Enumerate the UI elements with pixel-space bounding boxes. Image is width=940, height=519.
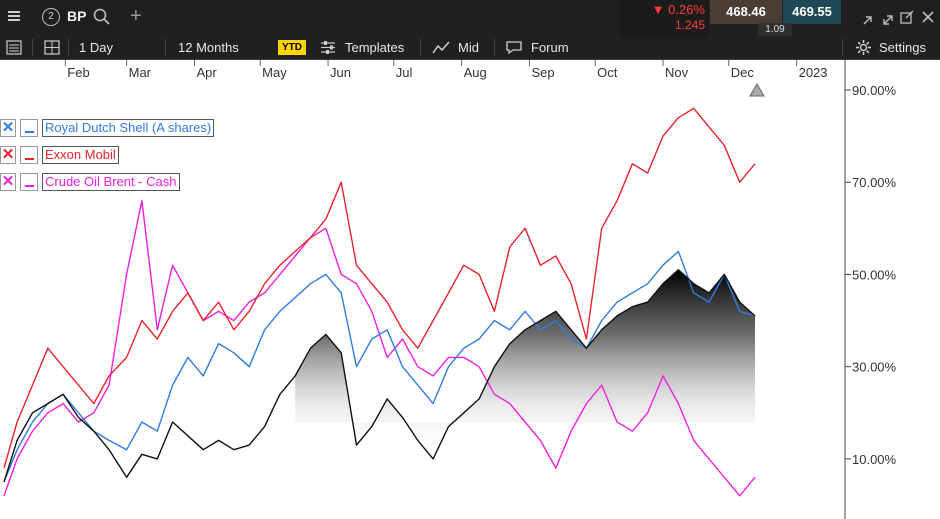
plus-icon[interactable]: + [130,5,142,27]
shell-series-line[interactable] [3,250,756,483]
templates-icon[interactable] [320,40,336,55]
x-tick-label: Nov [665,65,689,80]
window-controls [863,10,934,25]
workspace-number[interactable]: 2 [42,8,60,26]
menu-icon[interactable] [8,9,20,27]
line-chart-icon[interactable] [432,40,450,55]
symbol-label[interactable]: BP [67,8,87,24]
range-dropdown[interactable]: 12 Months [178,40,239,55]
x-tick-label: May [262,65,287,80]
close-icon[interactable] [922,11,934,23]
series-style-icon[interactable] [20,146,38,164]
y-tick-label: 70.00% [852,175,897,190]
interval-dropdown[interactable]: 1 Day [79,40,113,55]
legend-label[interactable]: Exxon Mobil [42,146,119,164]
x-tick-label: Oct [597,65,618,80]
x-tick-label: Sep [531,65,554,80]
y-tick-label: 30.00% [852,360,897,375]
ytd-button[interactable]: YTD [278,40,306,55]
top-bar: 2 BP + ▼ 0.26% 1.245 468.46 469.55 1.09 [0,0,940,37]
gear-icon[interactable] [855,39,872,56]
templates-button[interactable]: Templates [345,40,405,55]
bp-area-fill [295,269,755,459]
settings-button[interactable]: Settings [879,40,926,55]
search-icon[interactable] [92,7,112,27]
bid-price-button[interactable]: 468.46 [710,0,782,24]
list-icon[interactable] [6,40,22,55]
remove-series-icon[interactable]: ✕ [0,173,16,191]
exxon-series-line[interactable] [3,107,756,469]
x-tick-label: 2023 [799,65,828,80]
expand-icon[interactable] [883,15,893,25]
x-axis: Feb Mar Apr May Jun Jul Aug Sep Oct Nov Dec 2023 [64,60,828,80]
collapse-icon[interactable] [863,16,872,25]
price-type-dropdown[interactable]: Mid [458,40,479,55]
y-tick-label: 50.00% [852,267,897,282]
x-tick-label: Feb [67,65,89,80]
x-tick-label: Aug [464,65,487,80]
change-pct: ▼ 0.26% [651,2,705,17]
remove-series-icon[interactable]: ✕ [0,119,16,137]
ask-price-button[interactable]: 469.55 [783,0,841,24]
x-tick-label: Jul [396,65,413,80]
chart-toolbar: 1 Day 12 Months YTD Templates Mid Forum … [0,36,940,60]
legend-label[interactable]: Royal Dutch Shell (A shares) [42,119,215,137]
forum-button[interactable]: Forum [531,40,569,55]
remove-series-icon[interactable]: ✕ [0,146,16,164]
change-abs: 1.245 [674,18,705,32]
x-tick-label: Jun [330,65,351,80]
spread-value: 1.09 [758,23,792,36]
x-tick-label: Dec [731,65,755,80]
series-style-icon[interactable] [20,119,38,137]
scroll-marker-icon[interactable] [749,83,765,97]
x-tick-label: Mar [129,65,152,80]
y-axis: 90.00% 70.00% 50.00% 30.00% 10.00% [845,83,897,467]
y-tick-label: 10.00% [852,452,897,467]
series-group [3,107,756,497]
layout-icon[interactable] [44,40,60,55]
price-chart[interactable]: Feb Mar Apr May Jun Jul Aug Sep Oct Nov Dec 2023 90… [0,60,940,519]
y-tick-label: 90.00% [852,83,897,98]
forum-icon[interactable] [505,40,523,55]
x-tick-label: Apr [196,65,217,80]
popout-icon[interactable] [900,10,914,24]
bp-series-line[interactable] [3,269,756,483]
change-box: ▼ 0.26% 1.245 [619,0,709,36]
legend-label[interactable]: Crude Oil Brent - Cash [42,173,180,191]
series-style-icon[interactable] [20,173,38,191]
